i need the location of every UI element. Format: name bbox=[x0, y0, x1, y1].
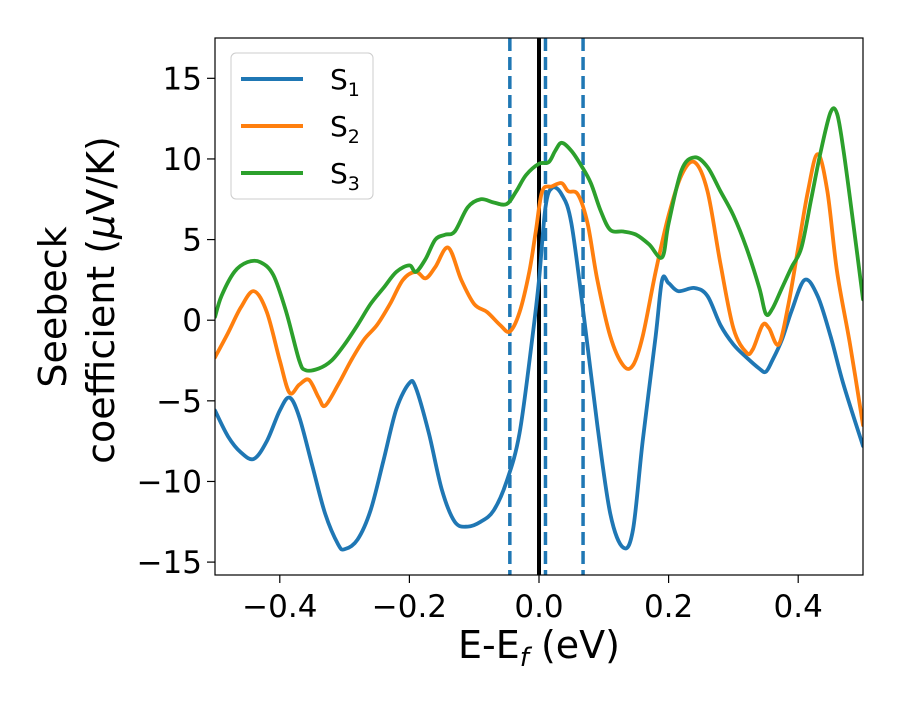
y-tick-label: 5 bbox=[182, 223, 202, 259]
y-tick-label: 0 bbox=[182, 303, 202, 339]
x-tick-label: −0.4 bbox=[242, 589, 317, 625]
x-tick-label: 0.0 bbox=[514, 589, 563, 625]
y-tick-label: 10 bbox=[163, 142, 202, 178]
x-tick-label: −0.2 bbox=[372, 589, 447, 625]
series-line-2 bbox=[215, 152, 863, 427]
series-group bbox=[215, 106, 863, 552]
y-axis-ticks: −15 −10 −5 0 5 10 15 bbox=[137, 61, 215, 581]
legend-label-2: S2 bbox=[330, 110, 360, 148]
y-axis-label: Seebeck coefficient (μV/K) bbox=[31, 136, 123, 464]
x-tick-label: 0.2 bbox=[644, 589, 693, 625]
legend: S1 S2 S3 bbox=[230, 52, 374, 200]
x-axis-ticks: −0.4 −0.2 0.0 0.2 0.4 bbox=[242, 575, 823, 625]
y-tick-label: 15 bbox=[163, 61, 202, 97]
legend-label-3: S3 bbox=[330, 157, 360, 195]
series-line-3 bbox=[215, 106, 863, 373]
y-axis-label-line2: coefficient (μV/K) bbox=[79, 136, 123, 464]
y-tick-label: −5 bbox=[156, 384, 202, 420]
y-tick-label: −10 bbox=[137, 464, 202, 500]
legend-label-1: S1 bbox=[330, 63, 360, 101]
x-axis-label: E-Ef (eV) bbox=[458, 623, 620, 673]
y-tick-label: −15 bbox=[137, 545, 202, 581]
x-tick-label: 0.4 bbox=[774, 589, 823, 625]
series-line-1 bbox=[215, 185, 863, 552]
y-axis-label-line1: Seebeck bbox=[31, 226, 75, 387]
